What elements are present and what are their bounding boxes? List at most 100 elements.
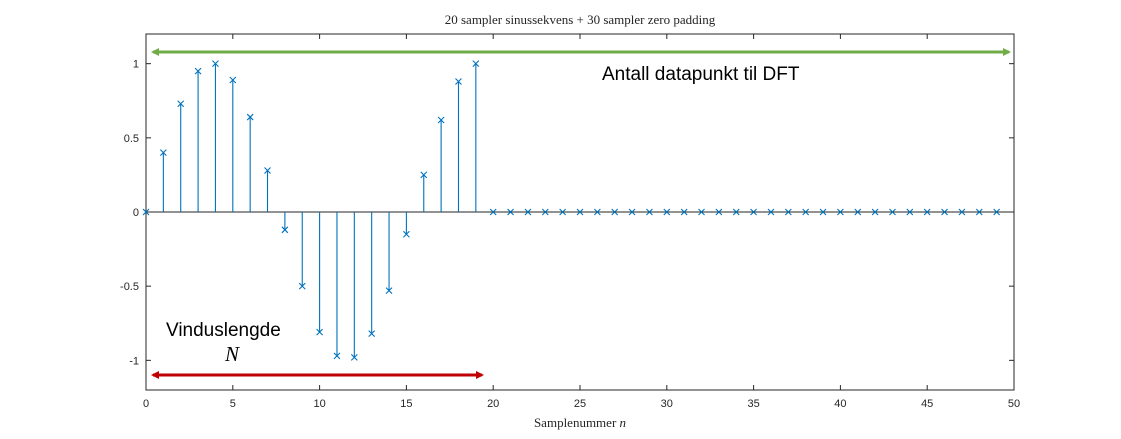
stem-point [385,212,393,295]
stem-point [507,208,514,216]
x-tick-label: 45 [921,398,933,410]
stem-marker [246,113,254,121]
x-axis-label-text: Samplenummer [534,415,617,430]
x-tick-label: 30 [661,398,673,410]
x-tick-label: 40 [834,398,846,410]
stem-point [611,208,619,216]
stem-point [559,208,567,216]
stem-marker [871,208,879,216]
stem-point [663,208,671,216]
y-axis: -1 -0.5 0 0.5 1 [120,59,1014,367]
stem-point [906,208,914,216]
stem-point [541,208,549,216]
stem-point [975,208,983,216]
stem-marker [229,76,237,84]
x-tick-label: 5 [230,398,236,410]
x-axis-label-var: n [620,415,627,430]
stem-marker [159,149,167,157]
stem-point [142,208,150,216]
stem-marker [646,208,653,216]
y-tick-label: 1 [133,59,139,71]
stem-point [784,208,792,216]
stem-marker [750,208,757,216]
stem-point [246,113,254,212]
stem-point [750,208,757,216]
stem-marker [333,352,341,360]
stem-marker [420,171,428,179]
stem-marker [975,208,983,216]
stem-marker [264,167,271,174]
stem-marker [212,60,219,68]
stem-marker [906,208,914,216]
stem-marker [524,208,532,216]
stem-point [923,208,931,216]
x-tick-label: 35 [747,398,759,410]
window-length-symbol: N [224,342,240,366]
stem-marker [993,208,1001,216]
stem-point [159,149,167,212]
x-tick-label: 0 [143,398,149,410]
stem-marker [732,208,740,216]
x-tick-label: 10 [313,398,325,410]
stem-marker [576,208,584,216]
y-tick-label: 0 [133,207,139,219]
stem-point [333,212,341,360]
stem-point [212,60,219,212]
stem-marker [177,100,185,108]
stem-point [941,208,948,216]
stem-marker [767,208,775,216]
y-tick-label: -0.5 [120,281,139,293]
stem-point [732,208,740,216]
stem-marker [802,208,810,216]
stem-marker [489,208,497,216]
stem-marker [854,208,862,216]
stem-point [993,208,1001,216]
stem-marker [593,208,601,216]
stem-point [420,171,428,212]
stem-point [403,212,410,238]
stem-point [819,208,827,216]
y-tick-label: 0.5 [124,133,139,145]
stem-marker [941,208,948,216]
x-axis-label: Samplenummer n [534,415,626,430]
stem-point [837,208,844,216]
stem-point [264,167,271,212]
stem-point [646,208,653,216]
stem-point [281,212,289,234]
stem-point [177,100,185,212]
stem-marker [680,208,688,216]
x-tick-label: 15 [400,398,412,410]
stem-marker [611,208,619,216]
stem-marker [698,208,705,216]
dft-length-label: Antall datapunkt til DFT [602,64,800,85]
stem-marker [923,208,931,216]
stem-marker [628,208,636,216]
stem-point [854,208,862,216]
stem-point [871,208,879,216]
stem-point [889,208,896,216]
stem-point [715,208,723,216]
stem-point [767,208,775,216]
stem-marker [142,208,150,216]
y-tick-label: -1 [129,355,139,367]
stem-marker [455,78,462,85]
stem-marker [507,208,514,216]
stem-marker [281,226,289,234]
stem-point [680,208,688,216]
stem-point [229,76,237,212]
stem-marker [819,208,827,216]
stem-marker [715,208,723,216]
stem-point [368,212,376,338]
stem-marker [368,330,376,338]
stem-marker [559,208,567,216]
stem-series [142,60,1001,361]
stem-point [628,208,636,216]
stem-marker [958,208,966,216]
stem-marker [298,282,306,290]
stem-marker [784,208,792,216]
stem-point [437,116,445,212]
stem-marker [437,116,445,124]
stem-marker [889,208,896,216]
stem-marker [663,208,671,216]
